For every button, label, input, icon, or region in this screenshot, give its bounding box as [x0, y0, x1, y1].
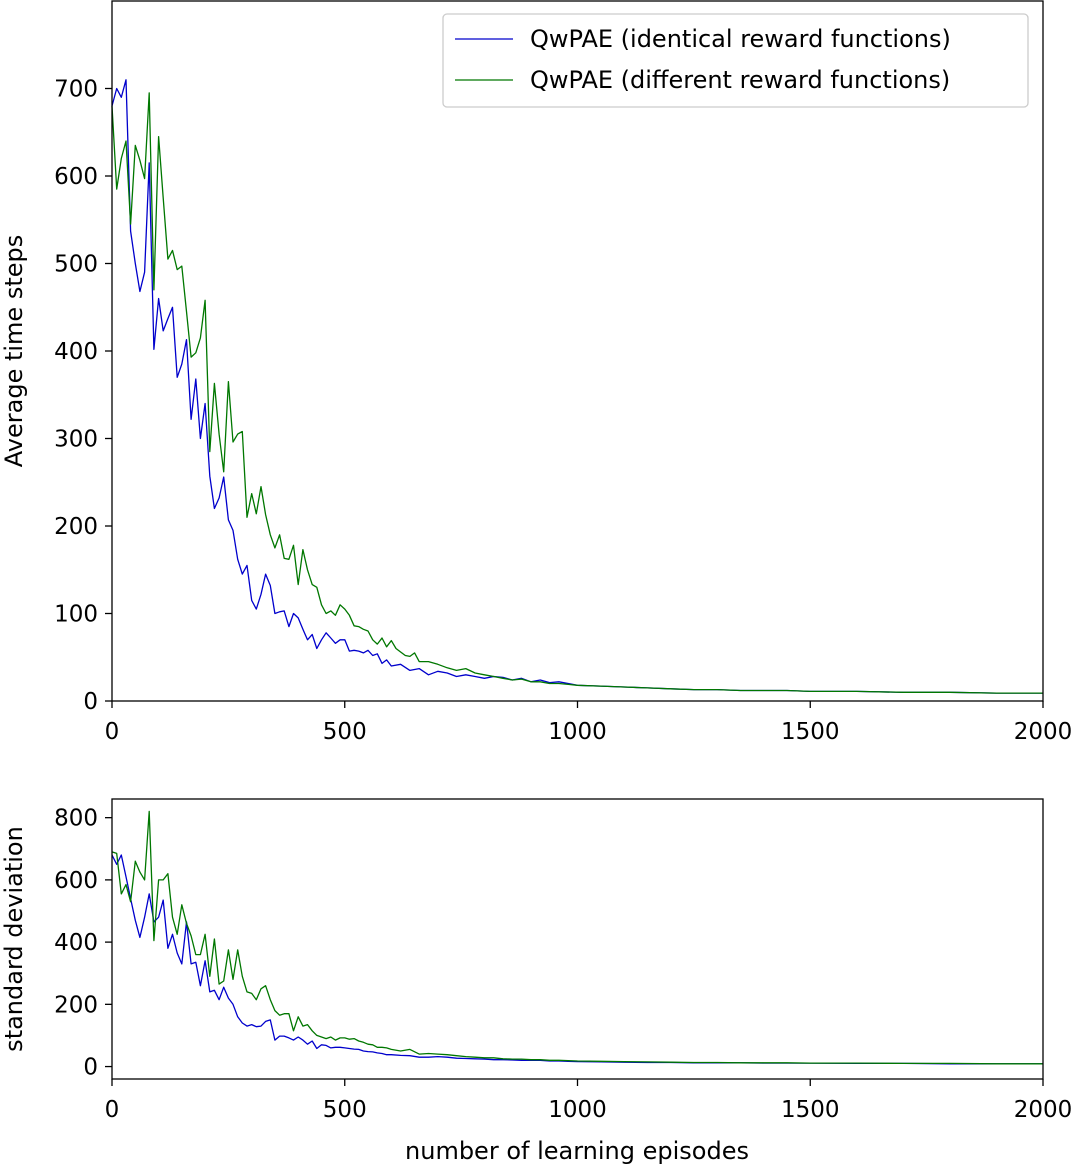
y-axis-label: Average time steps	[0, 235, 28, 467]
x-tick-label: 2000	[1014, 719, 1073, 745]
series-layer	[111, 810, 1043, 1065]
series-line-identical	[111, 854, 1043, 1065]
y-tick-label: 500	[54, 252, 98, 278]
y-tick-label: 600	[54, 868, 98, 894]
y-tick-label: 200	[54, 514, 98, 540]
y-axis-label: standard deviation	[0, 826, 28, 1052]
y-tick-label: 800	[54, 806, 98, 832]
legend: QwPAE (identical reward functions) QwPAE…	[442, 13, 1029, 108]
legend-entry-different: QwPAE (different reward functions)	[530, 66, 950, 94]
series-line-different	[111, 92, 1043, 694]
x-tick-label: 1500	[781, 1097, 840, 1123]
x-tick-label: 0	[105, 719, 120, 745]
y-tick-label: 400	[54, 930, 98, 956]
x-tick-label: 0	[105, 1097, 120, 1123]
y-tick-label: 700	[54, 77, 98, 103]
y-tick-label: 400	[54, 339, 98, 365]
y-tick-label: 600	[54, 164, 98, 190]
legend-box	[442, 13, 1029, 108]
ticks-layer: 0 500 1000 1500 2000 0 200 400 600 800	[54, 806, 1072, 1123]
x-tick-label: 500	[323, 1097, 367, 1123]
y-tick-label: 0	[83, 1055, 98, 1081]
standard-deviation-chart: 0 500 1000 1500 2000 0 200 400 600 800 standard d…	[0, 798, 1072, 1165]
x-axis-label: number of learning episodes	[405, 1137, 749, 1165]
x-tick-label: 1000	[548, 719, 607, 745]
legend-entry-identical: QwPAE (identical reward functions)	[530, 25, 951, 53]
x-tick-label: 2000	[1014, 1097, 1073, 1123]
x-tick-label: 1000	[548, 1097, 607, 1123]
y-tick-label: 200	[54, 992, 98, 1018]
average-time-steps-chart: 0 500 1000 1500 2000 0 100 200 300 400 500 600 700 A…	[0, 0, 1072, 746]
series-line-different	[111, 810, 1043, 1065]
x-tick-label: 1500	[781, 719, 840, 745]
x-tick-label: 500	[323, 719, 367, 745]
y-tick-label: 100	[54, 602, 98, 628]
y-tick-label: 300	[54, 427, 98, 453]
series-layer	[111, 79, 1043, 694]
series-line-identical	[111, 79, 1043, 694]
y-tick-label: 0	[83, 689, 98, 715]
ticks-layer: 0 500 1000 1500 2000 0 100 200 300 400 500 600 700	[54, 77, 1072, 746]
